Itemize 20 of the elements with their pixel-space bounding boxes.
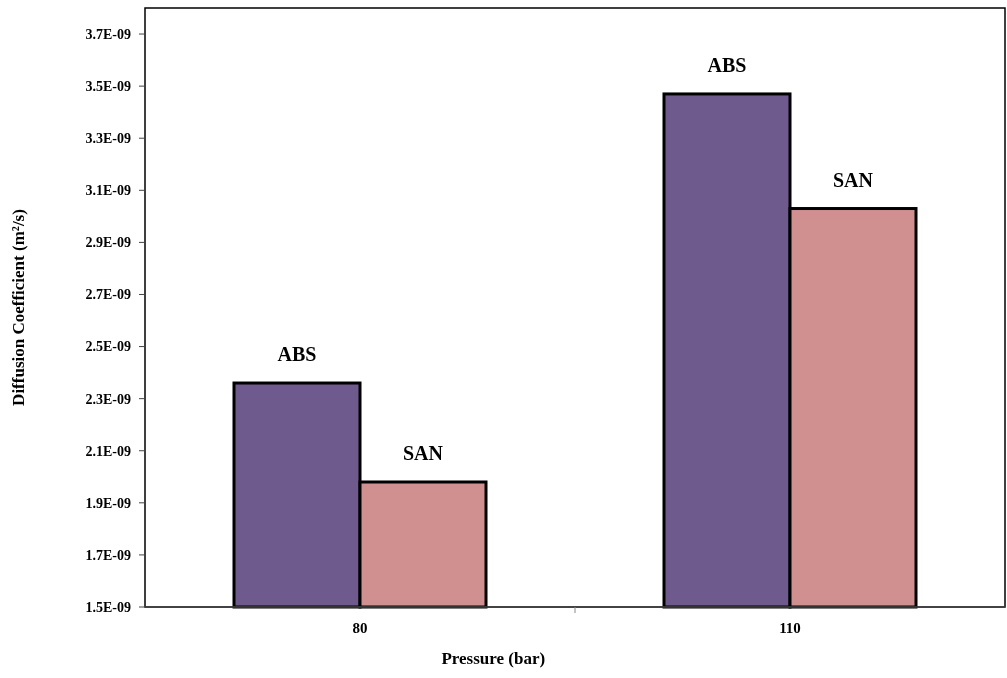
y-tick-label: 3.5E-09 (85, 79, 131, 95)
y-tick-label: 3.3E-09 (85, 131, 131, 147)
y-tick-label: 2.9E-09 (85, 235, 131, 251)
x-tick-label: 80 (352, 620, 368, 636)
y-tick-label: 2.3E-09 (85, 391, 131, 407)
y-axis-title: Diffusion Coefficient (m²/s) (9, 209, 28, 406)
y-tick-label: 2.1E-09 (85, 443, 131, 459)
x-tick-label: 110 (779, 620, 801, 636)
y-tick-label: 3.1E-09 (85, 183, 131, 199)
y-tick-label: 3.7E-09 (85, 26, 131, 42)
series-label: ABS (277, 343, 317, 366)
text: ABS (707, 53, 747, 76)
x-axis-title: Pressure (bar) (441, 649, 546, 668)
y-tick-label: 1.5E-09 (85, 599, 131, 615)
y-tick-label: 1.7E-09 (85, 547, 131, 563)
y-tick-label: 2.5E-09 (85, 339, 131, 355)
y-tick-label: 1.9E-09 (85, 495, 131, 511)
text: SAN (832, 168, 874, 191)
series-label: SAN (402, 441, 444, 464)
y-tick-label: 2.7E-09 (85, 287, 131, 303)
